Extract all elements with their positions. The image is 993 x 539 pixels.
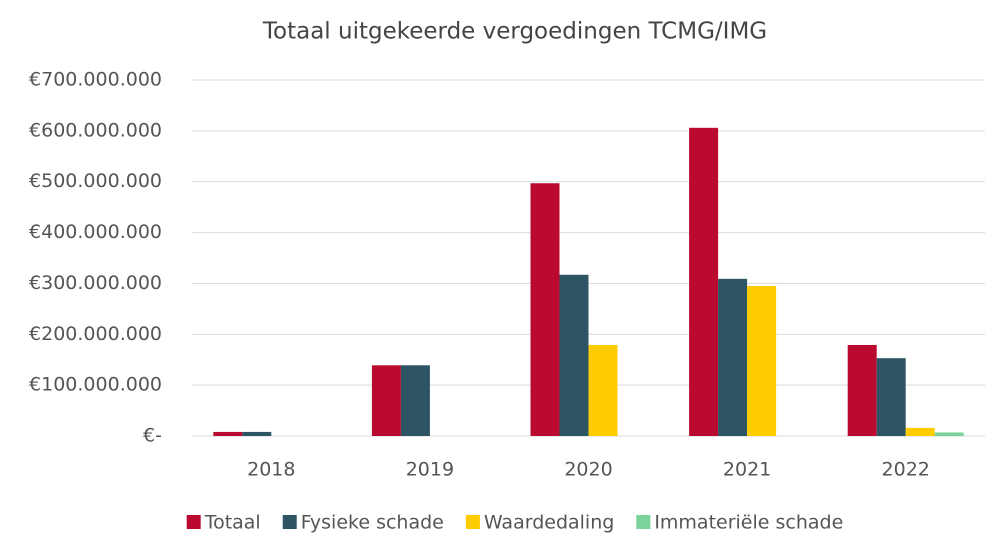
legend-label: Waardedaling (484, 512, 614, 534)
legend-label: Fysieke schade (301, 512, 444, 534)
x-tick-label: 2020 (564, 459, 612, 481)
bar (371, 365, 401, 436)
y-tick-label: €700.000.000 (29, 69, 162, 91)
bar (934, 432, 964, 436)
y-tick-label: €200.000.000 (29, 323, 162, 345)
x-tick-label: 2022 (882, 459, 930, 481)
legend-swatch (186, 515, 201, 529)
bar (588, 344, 618, 436)
x-tick-label: 2018 (247, 459, 295, 481)
y-tick-label: €400.000.000 (29, 221, 162, 243)
bar (559, 274, 589, 436)
bar (213, 431, 243, 436)
legend-label: Immateriële schade (654, 512, 843, 534)
chart-title: Totaal uitgekeerde vergoedingen TCMG/IMG (262, 19, 767, 45)
bar (400, 365, 430, 436)
legend-label: Totaal (204, 512, 261, 534)
y-tick-label: €100.000.000 (29, 374, 162, 396)
y-tick-label: €600.000.000 (29, 119, 162, 141)
legend-swatch (636, 515, 651, 529)
bar (876, 358, 906, 436)
bar (847, 344, 877, 436)
legend-swatch (282, 515, 297, 529)
bar (530, 183, 560, 436)
bar (689, 127, 719, 436)
bar (905, 427, 935, 436)
bar (747, 285, 777, 436)
x-tick-label: 2019 (406, 459, 454, 481)
bar (718, 278, 748, 436)
x-tick-label: 2021 (723, 459, 771, 481)
y-tick-label: €- (143, 425, 162, 447)
y-tick-label: €300.000.000 (29, 272, 162, 294)
legend-swatch (465, 515, 480, 529)
bar (242, 431, 272, 436)
y-tick-label: €500.000.000 (29, 170, 162, 192)
